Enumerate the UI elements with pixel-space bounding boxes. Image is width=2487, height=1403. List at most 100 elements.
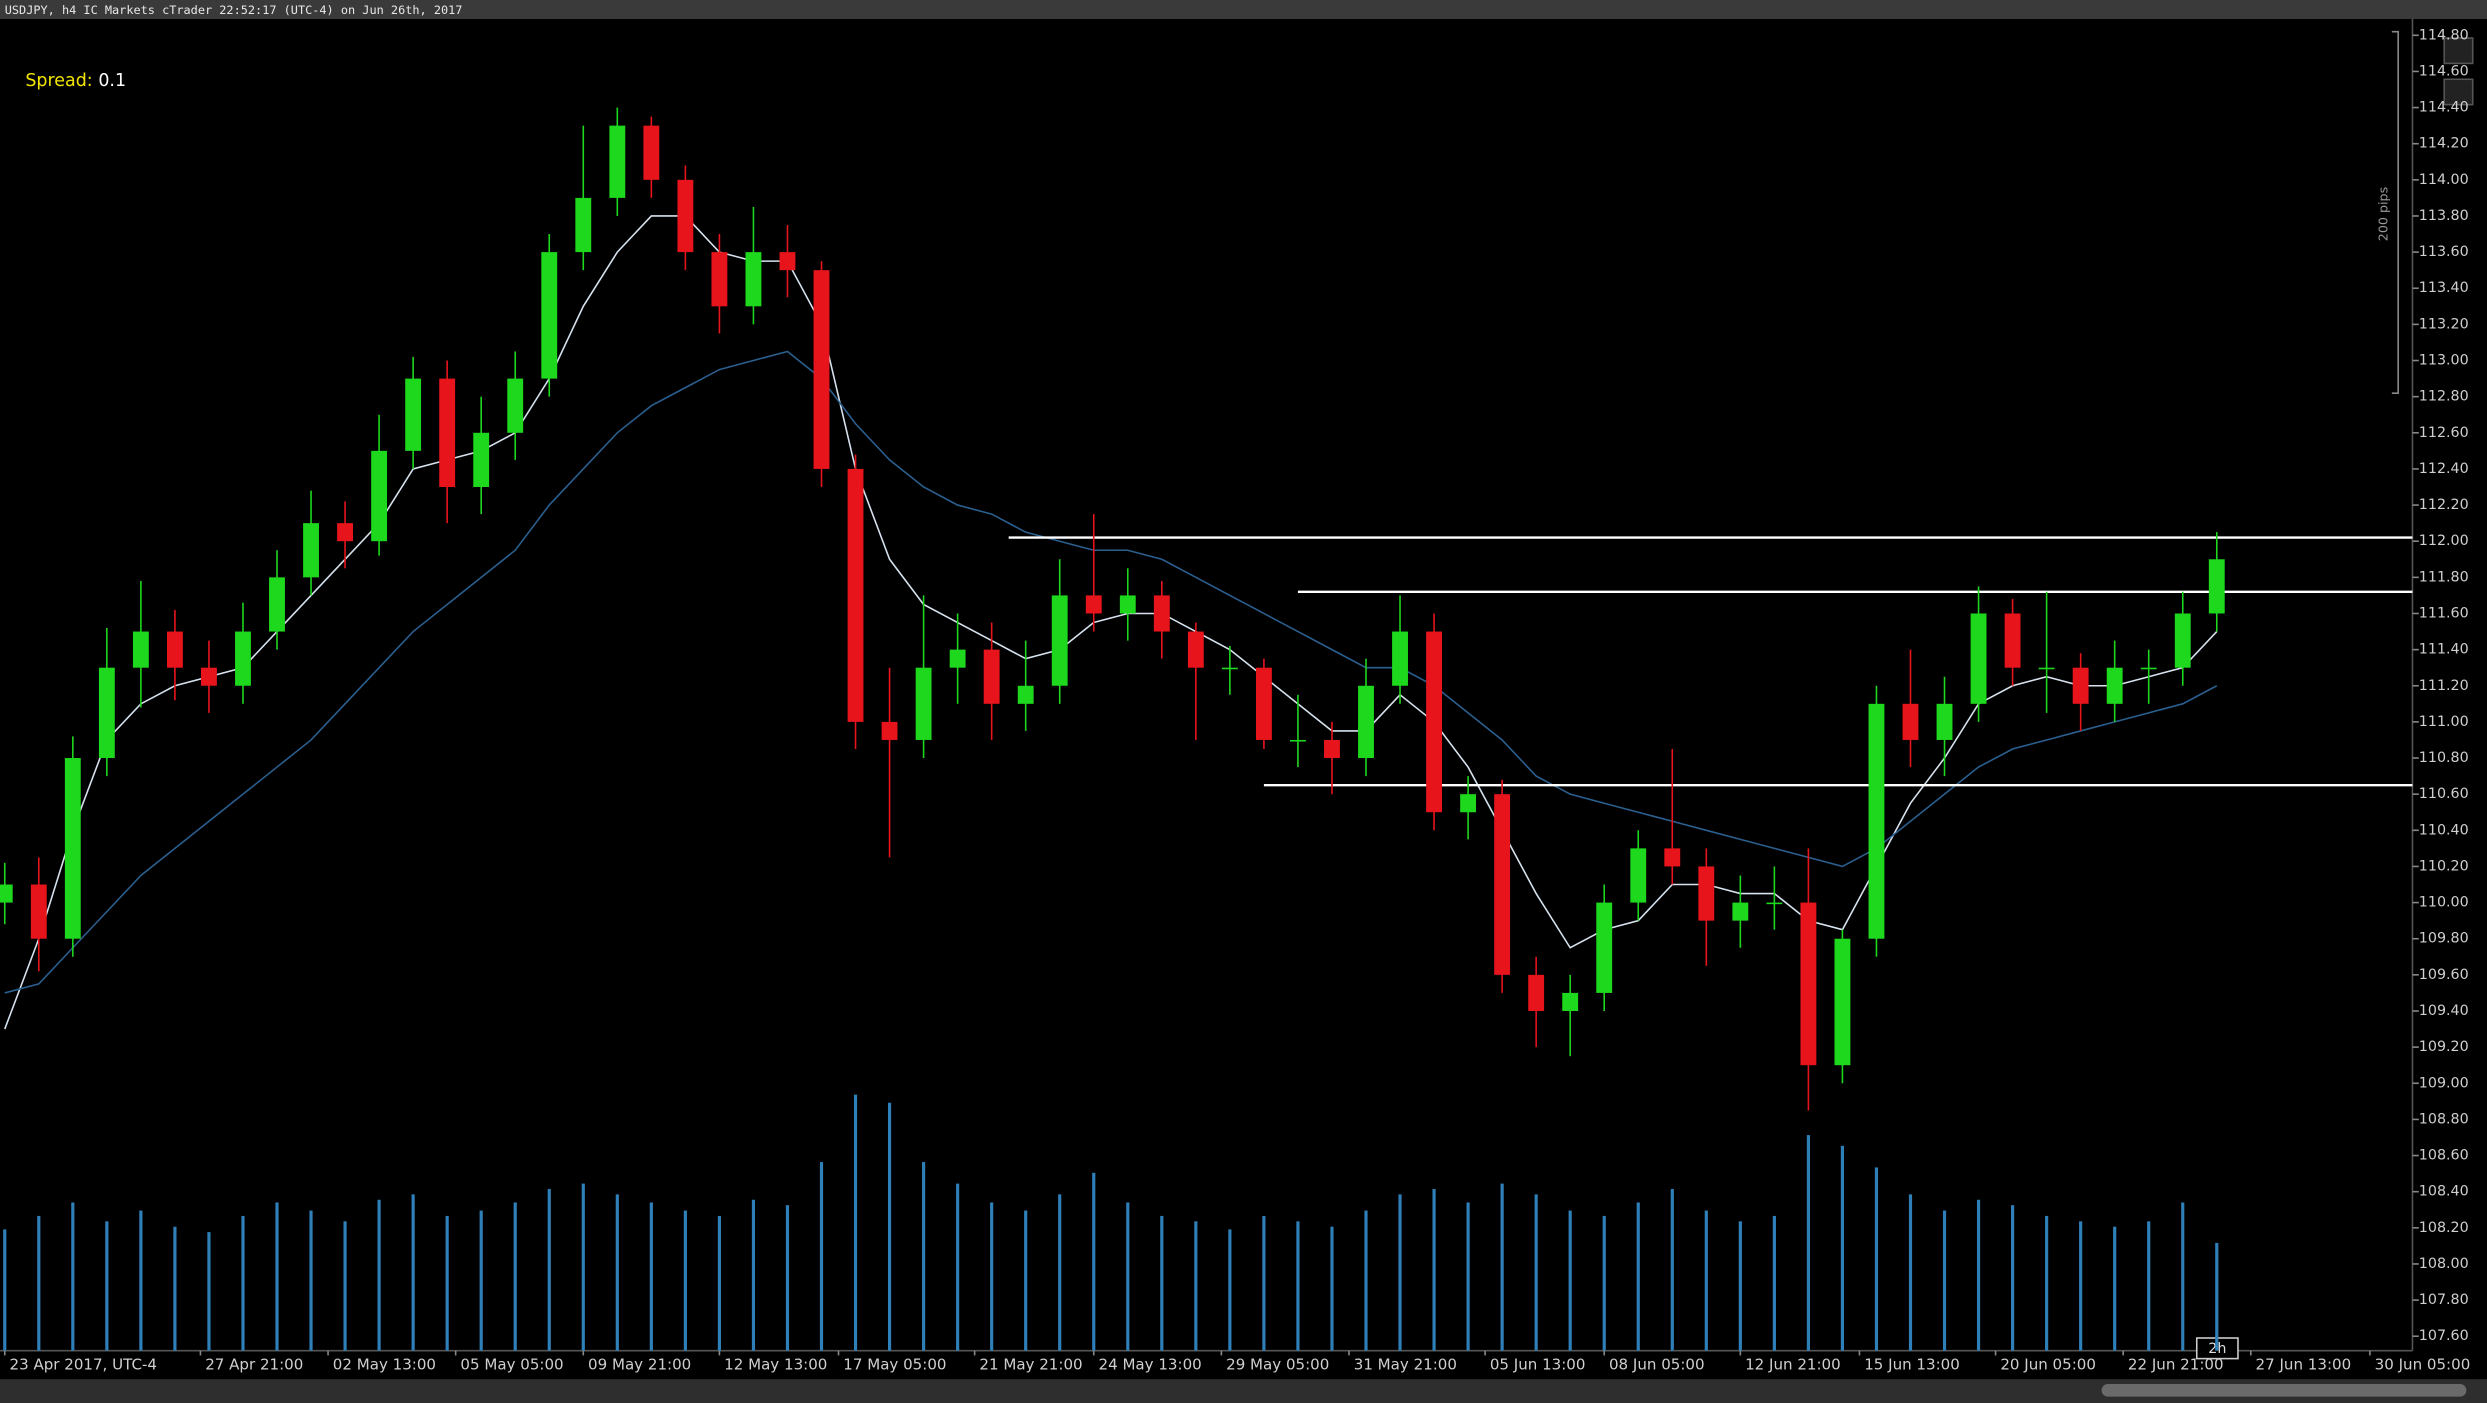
volume-bar: [241, 1215, 245, 1351]
popout-button[interactable]: [2443, 37, 2474, 65]
candle-body: [371, 450, 388, 542]
y-tick-label: 110.60: [2419, 786, 2469, 802]
volume-bar: [1636, 1202, 1640, 1351]
volume-bar: [377, 1199, 381, 1351]
x-tick-label: 17 May 05:00: [843, 1355, 946, 1373]
volume-bar: [2113, 1226, 2117, 1351]
candle-body: [1255, 667, 1272, 740]
candle-body: [64, 758, 81, 939]
candle-body: [949, 649, 966, 668]
y-tick-label: 109.60: [2419, 967, 2469, 983]
candle-body: [1085, 595, 1102, 614]
y-tick-label: 108.80: [2419, 1111, 2469, 1127]
volume-bar: [2079, 1221, 2083, 1351]
candle-body: [915, 667, 932, 740]
y-tick-label: 108.20: [2419, 1220, 2469, 1236]
volume-bar: [1568, 1210, 1572, 1351]
volume-bar: [1874, 1167, 1879, 1351]
candle-body: [1902, 703, 1919, 740]
y-tick-label: 114.20: [2419, 136, 2469, 152]
candle-body: [1732, 902, 1749, 921]
candle-body: [166, 631, 183, 668]
candle-body: [2072, 667, 2089, 704]
volume-bar: [1500, 1183, 1504, 1351]
x-tick-label: 12 Jun 21:00: [1745, 1355, 1841, 1373]
y-tick-label: 111.00: [2419, 714, 2469, 730]
candle-body: [439, 378, 456, 488]
candle-body: [2038, 667, 2055, 670]
y-tick-label: 112.00: [2419, 533, 2469, 549]
volume-bar: [1296, 1221, 1300, 1351]
candle-body: [1119, 595, 1136, 614]
y-tick-label: 113.60: [2419, 244, 2469, 260]
y-tick-label: 110.40: [2419, 822, 2469, 838]
volume-bar: [1704, 1210, 1708, 1351]
volume-bar: [479, 1210, 483, 1351]
y-tick-label: 112.80: [2419, 389, 2469, 405]
volume-bar: [1364, 1210, 1368, 1351]
x-tick-label: 05 May 05:00: [460, 1355, 563, 1373]
volume-bar: [785, 1205, 790, 1351]
y-tick-label: 109.40: [2419, 1003, 2469, 1019]
candle-body: [677, 179, 694, 253]
candle-body: [643, 125, 660, 180]
scrollbar-thumb[interactable]: [2101, 1383, 2467, 1397]
candle-body: [2140, 667, 2157, 670]
candle-body: [132, 631, 149, 668]
candle-body: [2004, 613, 2021, 668]
volume-bar: [819, 1162, 824, 1351]
candle-body: [1766, 902, 1783, 905]
volume-bar: [207, 1232, 211, 1351]
candle-body: [337, 523, 353, 542]
volume-bar: [2181, 1202, 2185, 1351]
x-tick-label: 08 Jun 05:00: [1609, 1355, 1705, 1373]
y-tick-label: 110.00: [2419, 895, 2469, 911]
candle-body: [235, 631, 251, 686]
volume-bar: [887, 1102, 892, 1351]
volume-bar: [1738, 1221, 1742, 1351]
y-tick-label: 108.40: [2419, 1184, 2469, 1200]
volume-bar: [1194, 1221, 1198, 1351]
candle-body: [1970, 613, 1987, 704]
x-tick-label: 09 May 21:00: [588, 1355, 691, 1373]
scrollbar[interactable]: [0, 1379, 2487, 1403]
y-tick-label: 113.20: [2419, 316, 2469, 332]
x-tick-label: 29 May 05:00: [1226, 1355, 1329, 1373]
volume-bar: [2215, 1242, 2219, 1351]
candle-body: [269, 577, 285, 632]
volume-bar: [37, 1215, 41, 1351]
candle-body: [847, 468, 864, 722]
spread-value: 0.1: [98, 71, 126, 91]
x-tick-label: 05 Jun 13:00: [1490, 1355, 1586, 1373]
volume-bar: [445, 1215, 449, 1351]
candle-body: [541, 252, 558, 379]
candle-body: [201, 667, 217, 686]
x-tick-label: 20 Jun 05:00: [2000, 1355, 2096, 1373]
candle-body: [1290, 739, 1306, 742]
y-tick-label: 110.80: [2419, 750, 2469, 766]
x-tick-label: 31 May 21:00: [1354, 1355, 1457, 1373]
screenshot-button[interactable]: [2443, 78, 2474, 106]
y-tick-label: 108.60: [2419, 1148, 2469, 1164]
candle-body: [1528, 974, 1545, 1011]
volume-bar: [1398, 1194, 1402, 1351]
volume-bar: [1262, 1215, 1266, 1351]
y-tick-label: 110.20: [2419, 858, 2469, 874]
candle-body: [2174, 613, 2191, 668]
volume-bar: [1976, 1199, 1981, 1351]
y-tick-label: 114.40: [2419, 100, 2469, 116]
volume-bar: [3, 1229, 7, 1351]
candle-body: [0, 884, 13, 903]
volume-bar: [547, 1188, 551, 1351]
volume-bar: [1670, 1188, 1674, 1351]
volume-bar: [751, 1199, 756, 1351]
x-tick-label: 22 Jun 21:00: [2128, 1355, 2224, 1373]
candle-body: [745, 252, 762, 307]
volume-bar: [275, 1202, 279, 1351]
candle-body: [881, 721, 898, 740]
volume-bar: [1432, 1188, 1436, 1351]
y-tick-label: 108.00: [2419, 1256, 2469, 1272]
candle-body: [1596, 902, 1613, 993]
candle-body: [575, 197, 592, 253]
